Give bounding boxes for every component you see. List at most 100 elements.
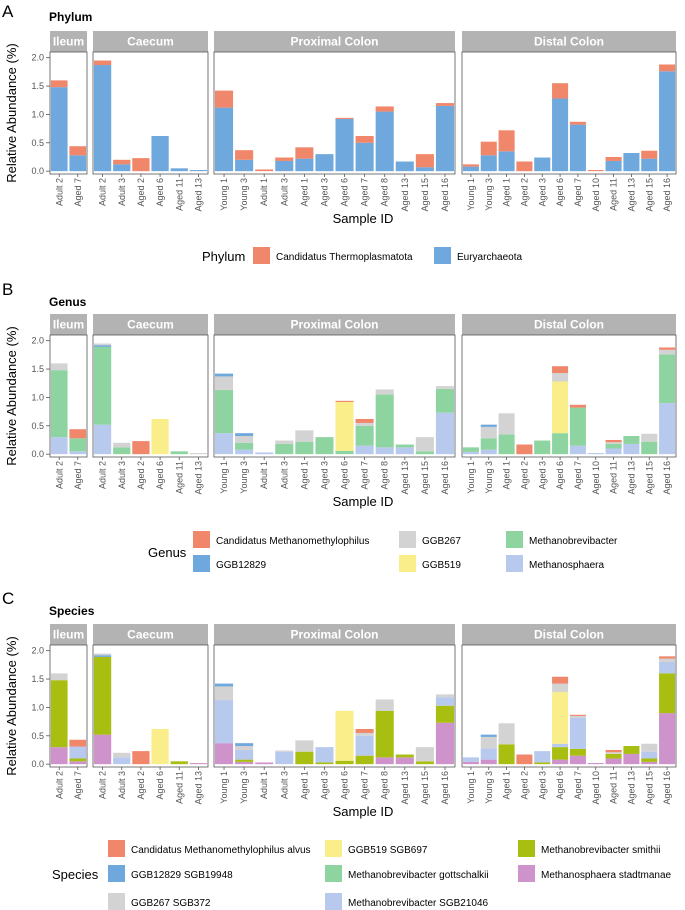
facet-strip-label: Ileum [53, 318, 84, 332]
x-tick-label: Adult 2 [98, 771, 108, 799]
bar-segment-ggb12829 [93, 345, 112, 347]
bar-segment-euryarchaeota [69, 155, 87, 172]
bar-segment-ggb12829 [93, 655, 112, 657]
bar-segment-smithii [623, 746, 640, 754]
y-axis-title: Relative Abundance (%) [4, 636, 19, 775]
facet-strip [214, 31, 455, 52]
x-tick-label: Young 1 [466, 178, 476, 211]
legend-label: Methanobrevibacter smithii [541, 845, 661, 856]
x-tick-label: Aged 11 [174, 771, 184, 804]
x-tick-label: Aged 6 [340, 178, 350, 207]
legend-label: GGB267 SGB372 [131, 898, 211, 909]
x-axis-title: Sample ID [333, 211, 394, 226]
x-tick-label: Aged 1 [299, 461, 309, 490]
bar-segment-thermoplasmatota [295, 147, 314, 159]
bar-segment-sgb21046 [462, 757, 479, 762]
x-tick-label: Aged 1 [502, 178, 512, 207]
bar-segment-sgb21046 [235, 749, 254, 760]
bar-segment-methanobrevibacter [93, 346, 112, 425]
bar-segment-thermoplasmatota [255, 169, 274, 172]
x-tick-label: Aged 3 [319, 771, 329, 800]
x-axis-title: Sample ID [333, 494, 394, 509]
legend-key [506, 531, 523, 548]
bar-segment-ggb267 [659, 658, 676, 663]
y-tick-label: 1.0 [31, 392, 44, 402]
x-tick-label: Aged 7 [360, 461, 370, 490]
bar-segment-thermoplasmatota [462, 164, 479, 167]
bar-segment-smithii [641, 758, 658, 762]
bar-segment-methanosphaera [462, 451, 479, 455]
bar-segment-ggb267 [375, 699, 394, 711]
x-tick-label: Aged 16 [662, 178, 672, 212]
bar-segment-thermoplasmatota [569, 121, 586, 125]
bar-segment-stadtmanae [623, 753, 640, 765]
bar-segment-methanomethylophilus [516, 754, 533, 765]
bar-segment-ggb12829 [215, 373, 234, 377]
bar-segment-ggb519 [151, 728, 169, 765]
x-tick-label: Aged 13 [400, 771, 410, 805]
bar-segment-stadtmanae [50, 747, 68, 765]
x-tick-label: Aged 11 [174, 461, 184, 494]
bar-segment-euryarchaeota [113, 164, 131, 172]
y-tick-label: 0.0 [31, 166, 44, 176]
x-tick-label: Adult 2 [54, 461, 64, 489]
bar-segment-smithii [395, 754, 414, 758]
legend-key [399, 555, 416, 572]
facet-caecum: Caecum Adult 2 Adult 3 Aged 2 Aged 6 Aged 11 A… [92, 624, 209, 805]
x-tick-label: Young 1 [219, 461, 229, 494]
x-tick-label: Aged 11 [609, 771, 619, 804]
facet-strip-label: Proximal Colon [290, 318, 378, 332]
x-tick-label: Aged 15 [420, 178, 430, 212]
legend: Species Candidatus Methanomethylophilus a… [52, 840, 672, 910]
bar-segment-methanobrevibacter [355, 425, 374, 446]
x-tick-label: Aged 7 [573, 461, 583, 490]
facet-plot-area [213, 51, 456, 175]
bar-segment-methanobrevibacter [552, 433, 569, 455]
facet-distal-colon: Distal Colon Young 1 Young 3 Aged 1 Aged 2 Ag… [461, 314, 677, 495]
bar-segment-stadtmanae [215, 743, 234, 765]
bar-segment-euryarchaeota [534, 157, 551, 172]
x-tick-label: Aged 6 [555, 461, 565, 490]
legend-key [253, 247, 270, 264]
panel-title: Phylum [49, 10, 92, 24]
bar-segment-smithii [235, 759, 254, 762]
x-tick-label: Aged 15 [420, 461, 430, 495]
bar-segment-ggb267 [355, 422, 374, 426]
facet-proximal-colon: Proximal Colon Young 1 Young 3 Adult 1 Adult… [213, 624, 456, 805]
bar-segment-ggb12829 [235, 433, 254, 437]
bar-segment-smithii [69, 758, 87, 762]
bar-segment-sgb21046 [480, 748, 497, 760]
bar-segment-methanosphaera [435, 412, 454, 455]
x-tick-label: Young 1 [466, 771, 476, 804]
x-tick-label: Aged 1 [299, 178, 309, 207]
bar-segment-methanosphaera [623, 443, 640, 455]
bar-segment-ggb519 [335, 401, 354, 451]
bar-segment-euryarchaeota [50, 87, 68, 172]
legend-label: GGB267 [422, 536, 461, 547]
bar-segment-sgb21046 [355, 735, 374, 756]
facet-plot-area [92, 334, 209, 458]
bar-segment-smithii [170, 761, 188, 765]
x-tick-label: Aged 13 [626, 178, 636, 212]
bar-segment-methanobrevibacter [395, 444, 414, 448]
x-tick-label: Aged 3 [537, 771, 547, 800]
bar-segment-thermoplasmatota [480, 141, 497, 156]
bar-segment-thermoplasmatota [113, 159, 131, 165]
x-tick-label: Aged 6 [155, 178, 165, 207]
x-tick-label: Aged 13 [400, 461, 410, 495]
bar-segment-smithii [569, 748, 586, 756]
x-tick-label: Adult 2 [98, 461, 108, 489]
x-tick-label: Adult 3 [279, 178, 289, 206]
bar-segment-ggb267 [355, 732, 374, 736]
legend-label: Euryarchaeota [457, 252, 522, 263]
chart-panel-A: A Phylum Relative Abundance (%) 0.0 0.5 1.0 1.… [2, 2, 677, 264]
x-tick-label: Aged 7 [360, 771, 370, 800]
bar-segment-ggb267 [235, 746, 254, 750]
y-tick-label: 1.0 [31, 109, 44, 119]
bar-segment-ggb267 [215, 376, 234, 391]
x-tick-label: Aged 16 [440, 771, 450, 805]
bar-segment-smithii [335, 760, 354, 765]
facet-strip [93, 314, 208, 335]
x-tick-label: Young 1 [466, 461, 476, 494]
legend-label: Candidatus Methanomethylophilus alvus [131, 845, 311, 856]
